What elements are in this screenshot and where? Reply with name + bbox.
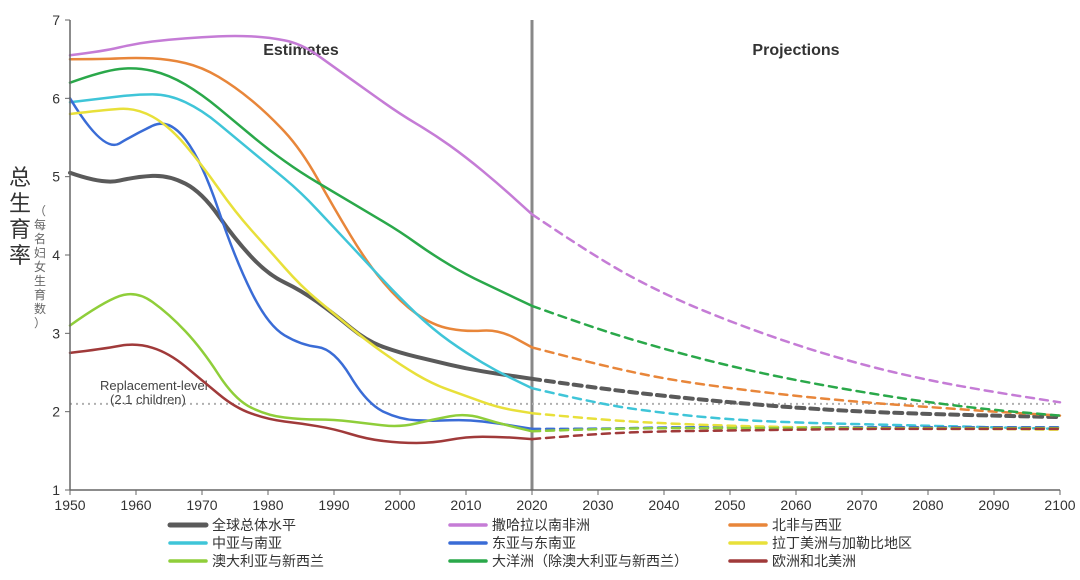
chart-bg: [0, 0, 1080, 580]
ytick-label: 5: [52, 169, 60, 185]
y-axis-label-sub: ）: [34, 316, 46, 330]
y-axis-label-sub: 数: [34, 301, 46, 316]
xtick-label: 2020: [516, 497, 547, 513]
replacement-label-1: Replacement-level: [100, 378, 208, 393]
xtick-label: 2080: [912, 497, 943, 513]
y-axis-label-sub: 女: [34, 259, 46, 274]
y-axis-label-sub: 名: [34, 231, 46, 246]
xtick-label: 2100: [1044, 497, 1075, 513]
xtick-label: 2030: [582, 497, 613, 513]
legend-label-ssa: 撒哈拉以南非洲: [492, 517, 590, 533]
y-axis-label-main: 生: [9, 191, 31, 216]
y-axis-label-sub: 育: [34, 287, 46, 302]
xtick-label: 2050: [714, 497, 745, 513]
ytick-label: 2: [52, 404, 60, 420]
projections-label: Projections: [752, 42, 839, 59]
chart-svg: Replacement-level(2.1 children)Estimates…: [0, 0, 1080, 580]
ytick-label: 1: [52, 482, 60, 498]
xtick-label: 2090: [978, 497, 1009, 513]
xtick-label: 1970: [186, 497, 217, 513]
y-axis-label-sub: 妇: [34, 246, 46, 260]
xtick-label: 1960: [120, 497, 151, 513]
xtick-label: 1950: [54, 497, 85, 513]
y-axis-label-main: 总: [9, 165, 31, 190]
legend-label-lac: 拉丁美洲与加勒比地区: [772, 535, 912, 551]
ytick-label: 6: [52, 90, 60, 106]
ytick-label: 7: [52, 12, 60, 28]
y-axis-label-main: 育: [9, 217, 31, 242]
xtick-label: 2040: [648, 497, 679, 513]
legend-label-nawa: 北非与西亚: [772, 517, 842, 533]
replacement-label-2: (2.1 children): [110, 392, 186, 407]
ytick-label: 3: [52, 325, 60, 341]
legend-label-ena: 欧洲和北美洲: [772, 553, 856, 569]
xtick-label: 2010: [450, 497, 481, 513]
legend-label-csa: 中亚与南亚: [212, 535, 282, 551]
ytick-label: 4: [52, 247, 60, 263]
y-axis-label-sub: 每: [34, 217, 46, 232]
legend-label-anz: 澳大利亚与新西兰: [212, 553, 324, 569]
legend-label-oce: 大洋洲（除澳大利亚与新西兰）: [492, 553, 688, 569]
y-axis-label-main: 率: [9, 243, 31, 268]
xtick-label: 1990: [318, 497, 349, 513]
xtick-label: 2070: [846, 497, 877, 513]
fertility-chart: Replacement-level(2.1 children)Estimates…: [0, 0, 1080, 580]
xtick-label: 2000: [384, 497, 415, 513]
legend-label-world: 全球总体水平: [212, 517, 296, 533]
xtick-label: 1980: [252, 497, 283, 513]
xtick-label: 2060: [780, 497, 811, 513]
y-axis-label-sub: （: [34, 204, 46, 218]
legend-label-esea: 东亚与东南亚: [492, 535, 576, 551]
y-axis-label-sub: 生: [34, 274, 46, 288]
